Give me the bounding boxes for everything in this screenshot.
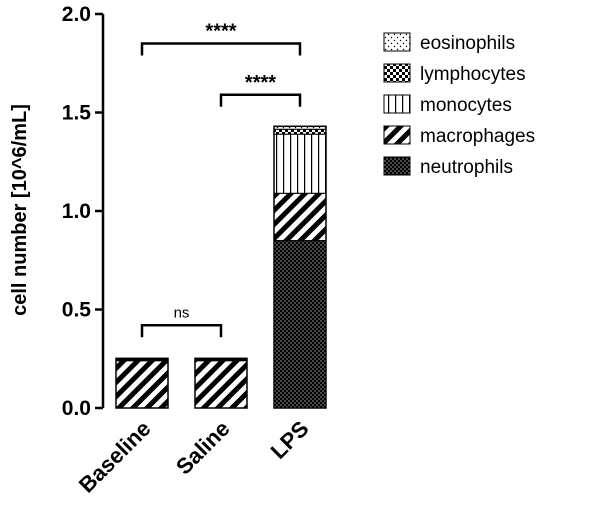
legend-item-neutrophils: neutrophils bbox=[383, 156, 513, 178]
bar-stack-saline bbox=[194, 357, 248, 409]
significance-label: ns bbox=[174, 304, 190, 321]
bars bbox=[115, 125, 327, 409]
x-axis-tick-labels: Baseline Saline LPS bbox=[74, 416, 314, 498]
legend-item-macrophages: macrophages bbox=[383, 125, 535, 147]
x-tick-label: Saline bbox=[171, 416, 235, 480]
bar-segment-monocytes bbox=[273, 133, 327, 194]
legend-label: macrophages bbox=[420, 126, 535, 147]
significance-label: **** bbox=[205, 21, 236, 43]
bar-segment-macrophages bbox=[194, 360, 248, 409]
bar-segment-neutrophils bbox=[273, 240, 327, 409]
bar-segment-lymphocytes bbox=[273, 128, 327, 135]
legend-item-lymphocytes: lymphocytes bbox=[383, 63, 526, 85]
legend-swatch bbox=[383, 32, 411, 52]
significance-brackets: **** **** ns bbox=[140, 21, 302, 338]
bracket-line bbox=[219, 93, 302, 107]
significance-label: **** bbox=[245, 72, 276, 94]
legend-label: eosinophils bbox=[420, 33, 515, 54]
legend-swatch bbox=[383, 63, 411, 83]
y-axis-label: cell number [10^6/mL] bbox=[9, 104, 31, 316]
legend-item-eosinophils: eosinophils bbox=[383, 32, 515, 54]
significance-bracket: **** bbox=[140, 21, 302, 56]
bar-segment-macrophages bbox=[115, 360, 169, 409]
bar-outline bbox=[115, 357, 169, 409]
legend-swatch bbox=[383, 156, 411, 176]
x-tick-label: Baseline bbox=[74, 416, 156, 498]
legend-item-monocytes: monocytes bbox=[383, 94, 512, 116]
legend: eosinophils lymphocytes monocytes macrophag… bbox=[383, 32, 535, 178]
bar-stack-lps bbox=[273, 125, 327, 409]
bracket-line bbox=[140, 324, 223, 338]
y-tick-label: 1.0 bbox=[62, 200, 91, 223]
legend-label: neutrophils bbox=[420, 157, 513, 178]
bar-segment-macrophages bbox=[273, 192, 327, 242]
bar-outline bbox=[194, 357, 248, 409]
y-tick-label: 1.5 bbox=[62, 102, 92, 125]
y-axis: 0.0 0.5 1.0 1.5 2.0 bbox=[62, 3, 105, 420]
legend-swatch bbox=[383, 94, 411, 114]
y-tick-label: 0.5 bbox=[62, 299, 92, 322]
significance-bracket: **** bbox=[219, 72, 302, 107]
bar-outline bbox=[273, 125, 327, 409]
bracket-line bbox=[140, 42, 302, 56]
x-tick-label: LPS bbox=[266, 416, 314, 464]
bar-stack-baseline bbox=[115, 357, 169, 409]
y-tick-label: 2.0 bbox=[62, 3, 91, 26]
legend-label: monocytes bbox=[420, 95, 512, 116]
y-tick-label: 0.0 bbox=[62, 397, 91, 420]
legend-swatch bbox=[383, 125, 411, 145]
legend-label: lymphocytes bbox=[420, 64, 526, 85]
significance-bracket: ns bbox=[140, 304, 223, 338]
